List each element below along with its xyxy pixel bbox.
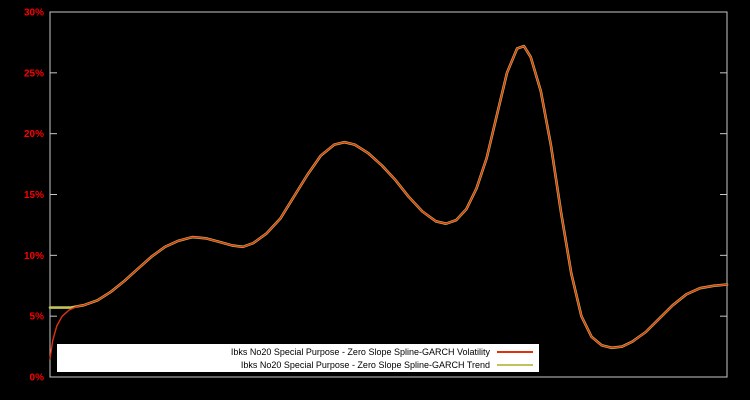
legend-label-trend: Ibks No20 Special Purpose - Zero Slope S…	[240, 359, 490, 370]
legend-label-volatility: Ibks No20 Special Purpose - Zero Slope S…	[230, 346, 490, 357]
y-tick-label: 10%	[24, 251, 44, 262]
series-line-0	[49, 45, 728, 360]
y-tick-label: 30%	[24, 8, 44, 19]
series-line-1	[48, 44, 729, 350]
y-tick-label: 25%	[24, 68, 44, 79]
legend-line-sample-volatility	[497, 350, 533, 353]
chart-legend: Ibks No20 Special Purpose - Zero Slope S…	[57, 344, 539, 372]
legend-line-sample-trend	[497, 363, 533, 366]
y-tick-label: 5%	[30, 312, 45, 323]
plot-border	[49, 11, 728, 378]
legend-entry-trend: Ibks No20 Special Purpose - Zero Slope S…	[57, 358, 539, 371]
y-tick-label: 20%	[24, 129, 44, 140]
y-tick-label: 15%	[24, 190, 44, 201]
y-tick-label: 0%	[30, 373, 45, 384]
legend-entry-volatility: Ibks No20 Special Purpose - Zero Slope S…	[57, 345, 539, 358]
